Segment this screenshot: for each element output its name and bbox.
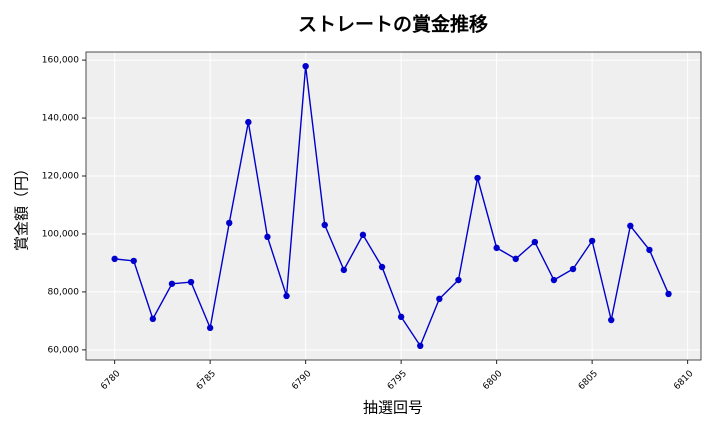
plot-frame: [85, 51, 702, 361]
point: [111, 255, 118, 263]
point: [340, 266, 348, 274]
point: [130, 257, 137, 265]
point: [378, 263, 386, 271]
grid: [86, 52, 701, 360]
point: [283, 292, 290, 300]
point: [455, 276, 462, 284]
point: [417, 342, 424, 350]
y-tick-label: 140,000: [42, 114, 79, 124]
plot-area: [86, 52, 701, 360]
point: [264, 233, 271, 241]
x-axis-label: 抽選回号: [363, 399, 423, 417]
x-tick-label: 6805: [577, 369, 600, 392]
point: [206, 324, 214, 332]
point: [608, 316, 615, 324]
point: [588, 237, 596, 245]
point: [493, 244, 500, 252]
point: [226, 219, 233, 227]
point: [646, 246, 653, 254]
point: [187, 278, 195, 286]
line: [114, 66, 670, 348]
point: [436, 295, 443, 303]
x-tick-label: 6800: [481, 369, 504, 392]
chart-title: ストレートの賞金推移: [298, 13, 488, 36]
y-tick-label: 120,000: [42, 172, 79, 182]
point: [512, 255, 519, 263]
point: [245, 118, 252, 126]
marks: [111, 62, 672, 350]
point: [474, 174, 481, 182]
y-axis-label: 賞金額（円）: [13, 161, 31, 251]
x-tick-label: 6810: [672, 369, 695, 392]
point: [302, 62, 309, 70]
y-tick-label: 60,000: [48, 345, 80, 355]
point: [359, 231, 367, 239]
point: [149, 315, 157, 323]
x-tick-label: 6790: [290, 369, 313, 392]
y-tick-label: 80,000: [48, 287, 80, 297]
point: [569, 265, 577, 273]
point: [665, 290, 672, 298]
point: [321, 221, 328, 229]
y-tick-label: 100,000: [42, 229, 79, 239]
x-tick-label: 6795: [386, 369, 409, 392]
point: [397, 313, 405, 321]
point: [627, 222, 634, 230]
y-tick-label: 160,000: [42, 56, 79, 66]
point: [168, 280, 176, 287]
point: [550, 276, 558, 284]
x-tick-label: 6785: [195, 369, 218, 392]
x-tick-label: 6780: [99, 369, 122, 392]
point: [531, 238, 539, 246]
